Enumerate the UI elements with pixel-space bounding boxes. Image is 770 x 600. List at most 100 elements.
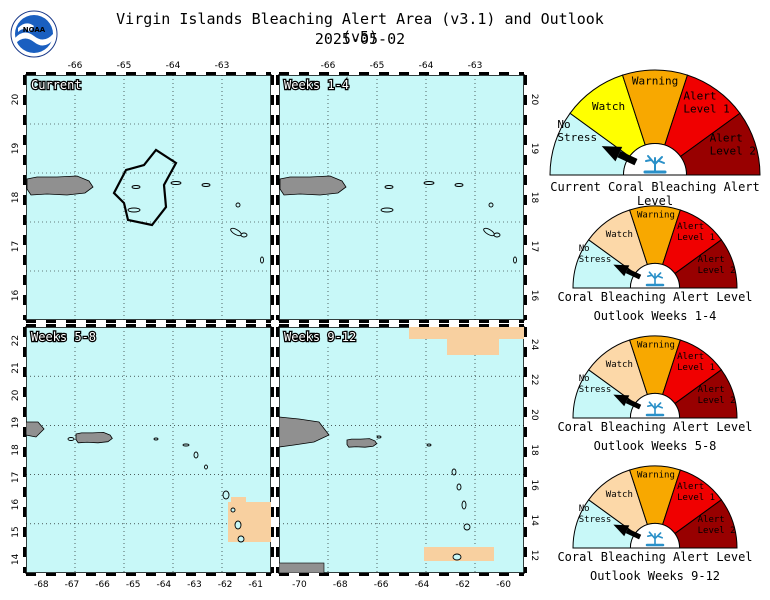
alert-level-1-label: Alert Level 1	[677, 222, 715, 243]
gauge-needle-tip	[613, 524, 630, 537]
tick-label: -62	[455, 580, 470, 590]
tick-label: 17	[11, 472, 21, 483]
gauge-subcaption: Outlook Weeks 1-4	[593, 309, 717, 323]
gauge-caption: Coral Bleaching Alert Level	[557, 550, 753, 564]
map-panel-weeks-9-12: Weeks 9-12 -70 -68 -66 -64 -62 -60 24 22 20 18 16 14…	[276, 324, 539, 590]
tick-label: 20	[11, 389, 21, 401]
noaa-logo-text: NOAA	[23, 26, 46, 34]
tick-label: 17	[11, 241, 21, 252]
gauge-caption: Current Coral Bleaching Alert Level	[550, 180, 760, 208]
land-features	[26, 175, 264, 264]
land-features	[25, 421, 271, 543]
land-features	[279, 175, 517, 264]
tick-label: -61	[248, 580, 263, 590]
tick-label: -64	[156, 580, 171, 590]
no-stress-label: No Stress	[557, 118, 597, 144]
gauge-caption: Coral Bleaching Alert Level	[557, 420, 753, 434]
gauge-needle-tip	[613, 394, 630, 407]
tick-label: -68	[333, 580, 348, 590]
gauge-needle	[625, 268, 642, 280]
tick-label: 16	[11, 290, 21, 302]
tick-label: 19	[11, 143, 21, 155]
tick-label: 22	[529, 374, 539, 385]
gauge-needle-tip	[613, 264, 630, 277]
warning-label: Warning	[637, 210, 675, 220]
map-grid	[26, 327, 271, 573]
land-features	[278, 327, 524, 574]
tick-label: -60	[496, 580, 511, 590]
gauge-caption: Coral Bleaching Alert Level	[557, 290, 753, 304]
coral-icon	[645, 531, 665, 547]
warning-label: Warning	[637, 340, 675, 350]
tick-label: -68	[34, 580, 49, 590]
no-stress-label: No Stress	[579, 504, 612, 525]
coral-icon	[643, 155, 667, 174]
map-panel-current: Current -66 -65 -64 -63 20 19 18 17 16	[11, 61, 274, 323]
gauge-subcaption: Outlook Weeks 9-12	[589, 569, 721, 583]
watch-label: Watch	[606, 490, 633, 500]
tick-label: 18	[529, 192, 539, 204]
tick-label: 21	[11, 362, 21, 373]
warning-label: Warning	[632, 75, 678, 88]
alert-level-1-label: Alert Level 1	[683, 89, 729, 115]
alert-level-2-label: Alert Level 2	[698, 515, 736, 536]
panel-label: Weeks 1-4	[284, 78, 349, 92]
alert-level-1-label: Alert Level 1	[677, 482, 715, 503]
tick-label: -65	[117, 61, 132, 71]
alert-level-2-label: Alert Level 2	[698, 385, 736, 406]
tick-label: -63	[187, 580, 202, 590]
tick-label: -66	[95, 580, 110, 590]
page-date: 2025-05-02	[314, 30, 406, 48]
map-grid	[26, 75, 271, 320]
coral-icon	[645, 401, 665, 417]
axis-ticks: -66 -65 -64 -63 20 19 18 17 16	[321, 61, 539, 301]
gauge-needle	[625, 528, 642, 540]
page-title: Virgin Islands Bleaching Alert Area (v3.…	[116, 10, 604, 46]
tick-label: -62	[218, 580, 233, 590]
gauge-needle	[617, 150, 638, 166]
tick-label: -67	[65, 580, 80, 590]
tick-label: -63	[215, 61, 230, 71]
alert-level-2-label: Alert Level 2	[698, 255, 736, 276]
tick-label: 14	[11, 553, 21, 565]
tick-label: 17	[529, 241, 539, 252]
no-stress-label: No Stress	[579, 244, 612, 265]
map-panel-weeks-5-8: Weeks 5-8 -68 -67 -66 -65 -64 -63 -62 -61 22 21 20 1…	[11, 324, 274, 590]
alert-area-contour	[112, 148, 178, 227]
tick-label: -64	[415, 580, 430, 590]
tick-label: -64	[166, 61, 181, 71]
watch-label: Watch	[606, 230, 633, 240]
tick-label: 18	[529, 444, 539, 456]
noaa-logo: NOAA	[10, 10, 58, 58]
tick-label: -66	[68, 61, 83, 71]
tick-label: -65	[126, 580, 141, 590]
panel-label: Weeks 9-12	[284, 330, 356, 344]
map-grid	[279, 75, 524, 320]
axis-ticks: -70 -68 -66 -64 -62 -60 24 22 20 18 16 14 12	[292, 339, 539, 590]
tick-label: 18	[11, 444, 21, 456]
panel-label: Weeks 5-8	[31, 330, 96, 344]
tick-label: -66	[374, 580, 389, 590]
tick-label: 19	[11, 417, 21, 429]
watch-label: Watch	[606, 360, 633, 370]
gauge-subcaption: Outlook Weeks 5-8	[593, 439, 717, 453]
tick-label: -63	[468, 61, 483, 71]
tick-label: -65	[370, 61, 385, 71]
gauge-needle-tip	[601, 146, 623, 162]
warning-label: Warning	[637, 470, 675, 480]
alert-level-1-label: Alert Level 1	[677, 352, 715, 373]
coral-icon	[645, 271, 665, 287]
tick-label: 16	[529, 479, 539, 491]
gauge-needle	[625, 398, 642, 410]
tick-label: -70	[292, 580, 307, 590]
tick-label: 16	[529, 290, 539, 302]
tick-label: 19	[529, 143, 539, 155]
tick-label: -66	[321, 61, 336, 71]
no-stress-label: No Stress	[579, 374, 612, 395]
